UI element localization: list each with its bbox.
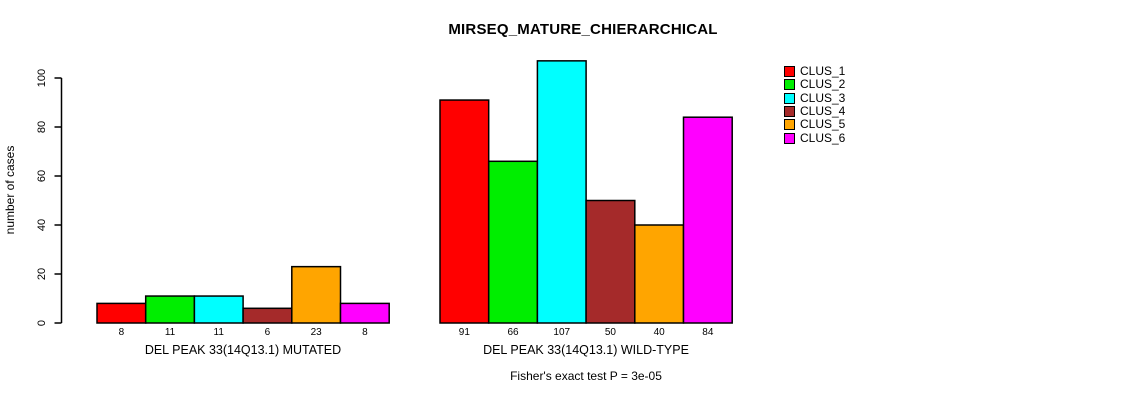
bar-value-label: 66 [507, 327, 519, 338]
bar-clus_6-wild-type [682, 116, 733, 324]
bar-value-label: 6 [264, 327, 271, 338]
bar-value-label: 8 [118, 327, 125, 338]
legend-label: CLUS_6 [800, 130, 846, 145]
bar-value-label: 84 [702, 327, 714, 338]
bar-clus_3-mutated [193, 295, 244, 324]
legend-label: CLUS_4 [800, 104, 846, 119]
legend-swatch-icon [784, 79, 795, 91]
group-label-mutated: DEL PEAK 33(14Q13.1) MUTATED [144, 343, 342, 357]
legend-label: CLUS_3 [800, 90, 846, 105]
y-tick-label: 80 [36, 120, 48, 134]
bar-clus_1-mutated [96, 302, 147, 324]
legend-label: CLUS_1 [800, 63, 846, 78]
legend-swatch-icon [784, 92, 795, 104]
bar-value-label: 23 [310, 327, 322, 338]
legend-label: CLUS_5 [800, 117, 846, 132]
legend-item-clus_6: CLUS_6 [784, 132, 845, 145]
bar-clus_4-wild-type [585, 199, 636, 324]
fisher-test-footnote: Fisher's exact test P = 3e-05 [510, 369, 662, 383]
bar-value-label: 11 [164, 327, 176, 338]
legend-item-clus_3: CLUS_3 [784, 92, 845, 105]
legend-swatch-icon [784, 132, 795, 144]
bar-value-label: 40 [653, 327, 665, 338]
y-tick-label: 40 [36, 218, 48, 232]
bar-clus_2-wild-type [487, 160, 539, 324]
legend-item-clus_2: CLUS_2 [784, 78, 845, 91]
bar-clus_1-wild-type [439, 99, 490, 324]
legend-swatch-icon [784, 119, 795, 131]
bar-clus_5-wild-type [634, 224, 685, 324]
legend-item-clus_5: CLUS_5 [784, 118, 845, 131]
bar-value-label: 8 [362, 327, 368, 338]
legend-item-clus_4: CLUS_4 [784, 105, 845, 118]
bar-value-label: 50 [604, 327, 616, 338]
bar-clus_3-wild-type [536, 60, 587, 324]
legend-swatch-icon [784, 106, 795, 118]
group-label-wild-type: DEL PEAK 33(14Q13.1) WILD-TYPE [483, 343, 689, 357]
bar-clus_4-mutated [242, 307, 293, 324]
legend-swatch-icon [784, 65, 795, 77]
bar-value-label: 11 [213, 327, 224, 338]
legend-item-clus_1: CLUS_1 [784, 65, 845, 78]
legend-label: CLUS_2 [800, 77, 846, 92]
chart-title: MIRSEQ_MATURE_CHIERARCHICAL [448, 21, 718, 38]
bar-value-label: 107 [553, 327, 571, 338]
bar-clus_5-mutated [291, 265, 342, 324]
y-tick-label: 20 [36, 267, 48, 281]
bar-value-label: 91 [458, 327, 470, 338]
bar-clus_6-mutated [339, 302, 390, 324]
y-tick-label: 100 [36, 68, 48, 88]
bar-clus_2-mutated [144, 295, 196, 324]
y-tick-label: 0 [36, 319, 48, 327]
y-tick-label: 60 [36, 169, 48, 183]
